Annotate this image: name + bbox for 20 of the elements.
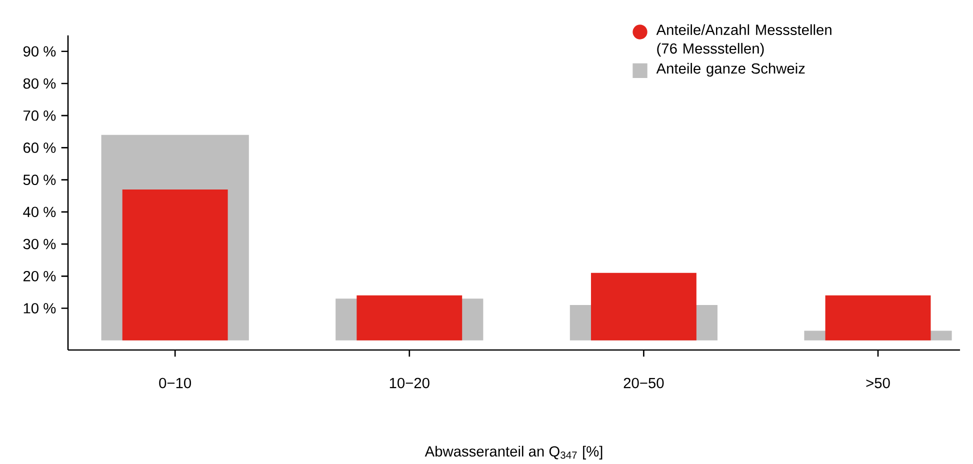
x-tick-label: >50 xyxy=(866,378,890,388)
y-tick-label: 30 % xyxy=(23,238,56,250)
y-tick-label: 70 % xyxy=(24,110,56,121)
y-tick-label: 80 % xyxy=(23,78,56,89)
x-tick-label: 0−10 xyxy=(159,378,192,388)
bar xyxy=(356,295,462,340)
y-tick-label: 60 % xyxy=(24,142,56,153)
y-tick-label: 20 % xyxy=(23,270,56,282)
legend-label: Anteile/Anzahl Messstellen (76 Messstellen) xyxy=(656,24,832,57)
x-tick-label: 20−50 xyxy=(624,378,664,388)
y-tick-label: 90 % xyxy=(23,46,56,57)
y-tick-label: 10 % xyxy=(24,303,56,314)
bar xyxy=(825,295,931,340)
bar xyxy=(590,272,696,340)
legend-label: Anteile ganze Schweiz xyxy=(656,62,805,77)
bar xyxy=(122,189,228,340)
y-tick-label: 40 % xyxy=(23,206,56,218)
x-tick-label: 10−20 xyxy=(390,378,430,388)
x-axis-title: Abwasseranteil an Q$_{347}$ [%] xyxy=(424,446,602,460)
y-tick-label: 50 % xyxy=(23,174,56,186)
